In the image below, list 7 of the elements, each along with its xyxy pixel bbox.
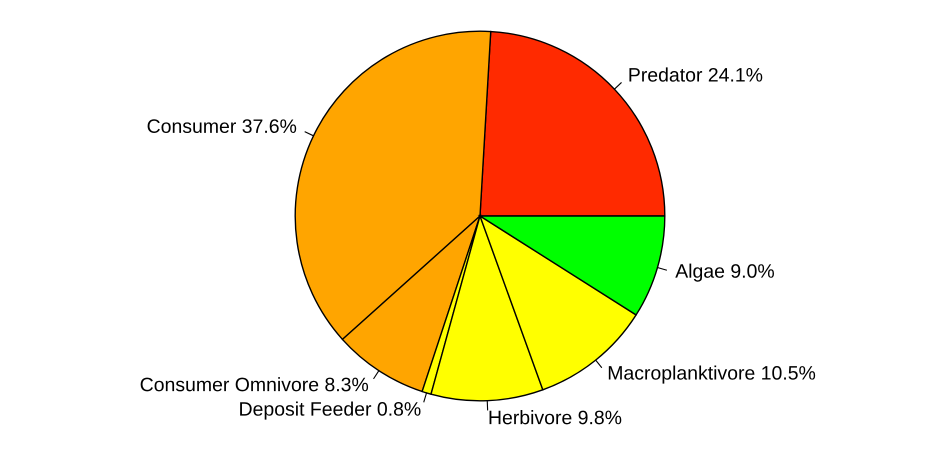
slice-label: Herbivore 9.8%: [490, 410, 622, 424]
slice-label: Predator 24.1%: [629, 67, 762, 82]
slice-label: Consumer Omnivore 8.3%: [140, 377, 368, 392]
slice-label: Algae 9.0%: [675, 264, 774, 282]
slice-label: Macroplanktivore 10.5%: [608, 365, 816, 384]
slice-label: Consumer 37.6%: [148, 119, 296, 134]
slice-label: Deposit Feeder 0.8%: [240, 402, 421, 420]
